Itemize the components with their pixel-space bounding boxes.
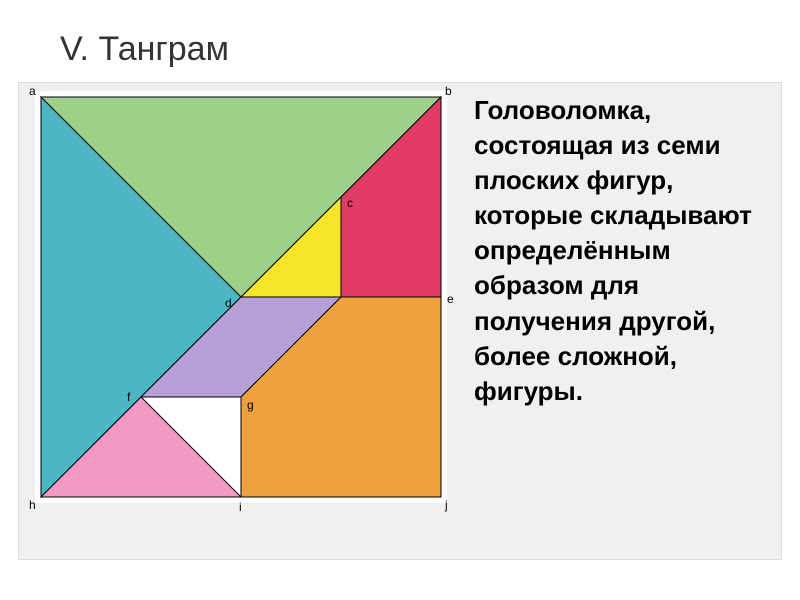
content-panel: abcdefghij Головоломка, состоящая из сем… [18,82,782,560]
description-text: Головоломка, состоящая из семи плоских ф… [474,93,774,409]
vertex-label-c: c [347,196,353,210]
vertex-label-b: b [445,84,452,98]
tangram-figure: abcdefghij [19,83,459,561]
tangram-svg: abcdefghij [19,83,459,561]
vertex-label-e: e [447,292,454,306]
page-title: V. Танграм [60,30,229,69]
vertex-label-d: d [225,296,232,310]
vertex-label-j: j [444,498,448,512]
vertex-label-h: h [29,498,36,512]
vertex-label-g: g [247,398,254,412]
vertex-label-a: a [29,84,36,98]
vertex-label-i: i [239,500,242,514]
